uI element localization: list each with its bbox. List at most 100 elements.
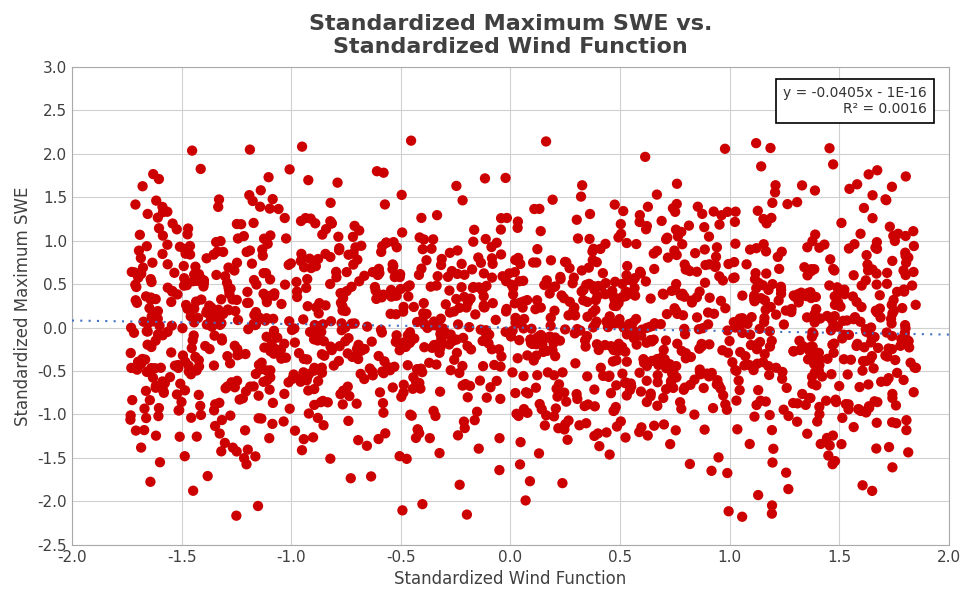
Point bbox=[794, 288, 809, 297]
Point bbox=[475, 361, 490, 371]
Point bbox=[749, 243, 764, 253]
Point bbox=[849, 179, 865, 189]
Point bbox=[890, 229, 906, 238]
Point bbox=[829, 296, 844, 306]
Point bbox=[746, 365, 761, 375]
Point bbox=[246, 218, 261, 228]
Point bbox=[526, 204, 542, 214]
Point bbox=[414, 367, 430, 377]
Point bbox=[191, 390, 207, 400]
Point bbox=[747, 294, 762, 303]
Point bbox=[440, 272, 455, 282]
Point bbox=[286, 370, 301, 379]
Point bbox=[403, 337, 418, 347]
Point bbox=[316, 420, 332, 430]
Point bbox=[418, 309, 434, 319]
Point bbox=[454, 361, 470, 371]
Point bbox=[177, 249, 193, 258]
Point bbox=[678, 329, 693, 339]
Point bbox=[613, 229, 629, 238]
Point bbox=[621, 319, 637, 329]
Point bbox=[463, 294, 479, 303]
Point bbox=[554, 291, 569, 300]
Point bbox=[614, 293, 630, 302]
Point bbox=[124, 267, 139, 277]
Point bbox=[677, 259, 692, 269]
Point bbox=[668, 426, 683, 435]
Point bbox=[508, 318, 524, 327]
Point bbox=[773, 289, 789, 299]
Point bbox=[678, 353, 693, 363]
Point bbox=[256, 343, 272, 352]
Point bbox=[756, 240, 771, 249]
Point bbox=[182, 250, 198, 259]
Point bbox=[332, 243, 347, 253]
Point bbox=[512, 335, 527, 345]
Point bbox=[299, 355, 315, 364]
Point bbox=[467, 309, 483, 319]
Point bbox=[183, 370, 199, 379]
Point bbox=[240, 287, 255, 297]
Point bbox=[850, 405, 866, 414]
Point bbox=[791, 295, 806, 305]
Point bbox=[266, 329, 282, 339]
Point bbox=[318, 300, 333, 310]
Point bbox=[262, 347, 278, 356]
Point bbox=[454, 196, 470, 205]
Point bbox=[666, 368, 682, 378]
Point bbox=[311, 309, 327, 318]
Point bbox=[274, 299, 290, 309]
Point bbox=[176, 273, 192, 283]
Point bbox=[400, 282, 415, 292]
Point bbox=[619, 270, 635, 280]
Point bbox=[354, 241, 370, 250]
Point bbox=[607, 277, 623, 287]
Point bbox=[800, 270, 815, 280]
Point bbox=[869, 268, 884, 278]
Point bbox=[337, 337, 353, 346]
Point bbox=[448, 335, 464, 344]
Point bbox=[475, 286, 490, 296]
Point bbox=[400, 361, 415, 370]
Point bbox=[456, 292, 472, 302]
Point bbox=[764, 458, 780, 467]
Point bbox=[801, 393, 817, 403]
Point bbox=[531, 448, 547, 458]
Point bbox=[157, 379, 173, 388]
Point bbox=[562, 297, 577, 306]
Point bbox=[620, 275, 636, 285]
Point bbox=[830, 282, 845, 292]
Point bbox=[884, 300, 900, 309]
Point bbox=[428, 411, 444, 421]
Point bbox=[215, 309, 231, 319]
Point bbox=[525, 339, 540, 349]
Point bbox=[588, 305, 604, 315]
Point bbox=[200, 320, 215, 329]
Point bbox=[320, 397, 335, 407]
Point bbox=[453, 282, 469, 292]
Y-axis label: Standardized Maximum SWE: Standardized Maximum SWE bbox=[14, 186, 32, 426]
Point bbox=[465, 283, 481, 293]
Point bbox=[294, 445, 310, 455]
Point bbox=[668, 285, 683, 295]
Point bbox=[750, 206, 765, 216]
Point bbox=[134, 442, 149, 452]
Point bbox=[135, 354, 150, 364]
Point bbox=[419, 323, 435, 333]
Point bbox=[139, 340, 155, 350]
Point bbox=[253, 185, 268, 195]
Point bbox=[383, 309, 399, 318]
Point bbox=[633, 268, 648, 278]
Point bbox=[656, 345, 672, 355]
Point bbox=[898, 258, 914, 268]
Point bbox=[516, 297, 531, 306]
Point bbox=[481, 338, 496, 348]
Point bbox=[232, 395, 248, 405]
Point bbox=[599, 317, 614, 326]
Point bbox=[811, 348, 827, 358]
Point bbox=[432, 348, 448, 358]
Point bbox=[219, 382, 235, 391]
Point bbox=[507, 299, 523, 308]
Point bbox=[863, 323, 878, 332]
Point bbox=[256, 234, 272, 243]
